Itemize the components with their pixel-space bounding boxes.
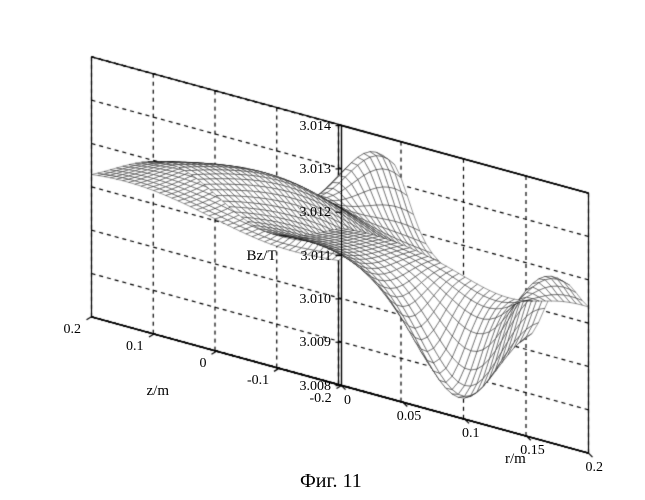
- bz-axis-label: Bz/T: [247, 248, 277, 265]
- tick-label: 0.05: [397, 409, 422, 425]
- tick-label: 0: [200, 356, 207, 372]
- tick-label: 3.013: [300, 162, 332, 178]
- tick-label: 0.1: [462, 426, 480, 442]
- tick-label: 3.014: [300, 119, 332, 135]
- tick-label: 3.009: [300, 335, 332, 351]
- tick-label: 3.011: [301, 249, 332, 265]
- figure-caption: Фиг. 11: [300, 470, 362, 493]
- tick-label: 0.2: [64, 322, 82, 338]
- tick-label: 0: [344, 393, 351, 409]
- tick-label: 0.2: [586, 460, 604, 476]
- tick-label: -0.1: [247, 373, 269, 389]
- tick-label: 0.1: [126, 339, 144, 355]
- tick-label: 3.010: [300, 292, 332, 308]
- r-axis-label: r/m: [505, 451, 526, 468]
- z-axis-label: z/m: [147, 383, 170, 400]
- tick-label: -0.2: [310, 391, 332, 407]
- figure-container: Фиг. 11 3.0083.0093.0103.0113.0123.0133.…: [0, 0, 645, 500]
- tick-label: 3.012: [300, 205, 332, 221]
